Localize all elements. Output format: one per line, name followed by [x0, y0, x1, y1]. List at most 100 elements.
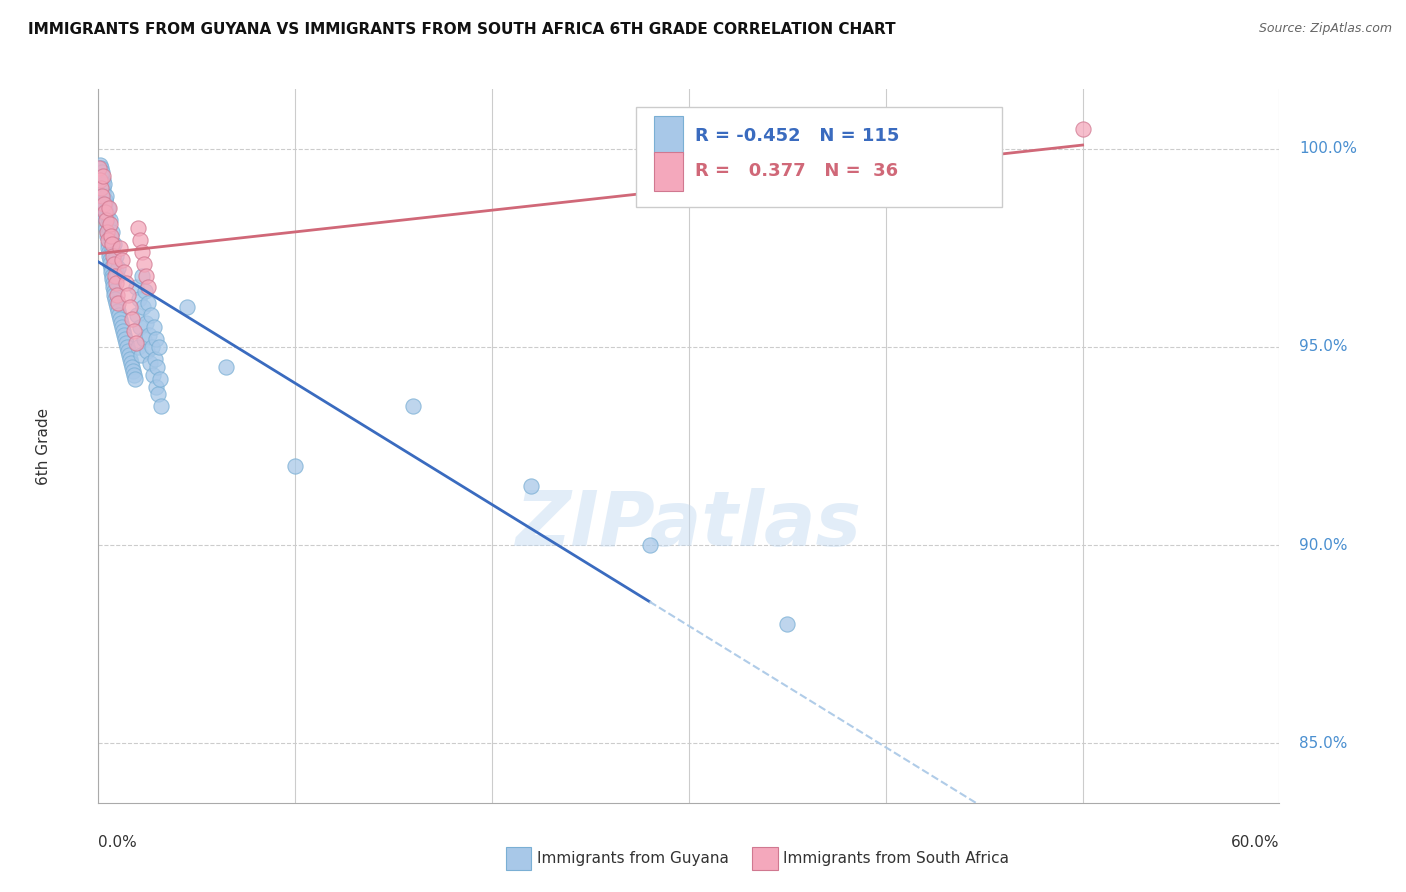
Text: 6th Grade: 6th Grade: [35, 408, 51, 484]
Point: [117, 288, 139, 302]
Point: [101, 244, 124, 259]
Point: [129, 348, 152, 362]
Point: [96, 225, 118, 239]
Point: [94, 205, 117, 219]
Point: [93, 201, 115, 215]
Point: [105, 268, 128, 283]
FancyBboxPatch shape: [636, 107, 1002, 207]
Point: [97, 241, 120, 255]
Point: [141, 368, 163, 382]
Point: [115, 340, 138, 354]
Point: [176, 300, 198, 314]
Point: [127, 221, 149, 235]
Point: [98, 252, 121, 267]
Point: [135, 343, 157, 358]
Point: [139, 308, 162, 322]
Point: [124, 371, 146, 385]
Point: [105, 264, 128, 278]
Text: ZIPatlas: ZIPatlas: [516, 488, 862, 562]
Point: [100, 264, 122, 278]
Point: [105, 277, 128, 291]
Point: [131, 244, 153, 259]
Point: [98, 201, 121, 215]
Point: [107, 304, 129, 318]
Point: [90, 165, 112, 179]
Point: [132, 300, 155, 314]
Point: [149, 371, 172, 385]
Point: [89, 173, 111, 187]
Point: [143, 351, 166, 366]
Point: [115, 277, 138, 291]
Point: [120, 356, 142, 370]
Point: [111, 252, 134, 267]
Point: [98, 249, 121, 263]
Point: [100, 260, 122, 275]
Point: [110, 316, 132, 330]
Point: [108, 241, 131, 255]
Point: [93, 197, 115, 211]
Point: [131, 268, 153, 283]
Point: [96, 213, 118, 227]
Point: [104, 257, 127, 271]
Point: [105, 288, 128, 302]
Point: [128, 293, 150, 307]
Point: [103, 252, 125, 267]
Point: [135, 268, 157, 283]
Point: [145, 332, 167, 346]
Point: [91, 189, 114, 203]
Text: R =   0.377   N =  36: R = 0.377 N = 36: [695, 162, 898, 180]
Point: [108, 312, 131, 326]
Point: [103, 236, 125, 251]
Point: [284, 458, 307, 473]
Point: [112, 328, 135, 343]
Point: [118, 351, 141, 366]
Point: [138, 356, 160, 370]
Text: 85.0%: 85.0%: [1299, 736, 1347, 751]
Point: [96, 225, 118, 239]
Point: [89, 161, 111, 176]
Point: [97, 201, 120, 215]
Point: [141, 340, 163, 354]
Point: [94, 197, 117, 211]
Point: [93, 169, 115, 184]
Point: [89, 173, 111, 187]
Point: [89, 157, 111, 171]
Point: [89, 161, 111, 176]
Point: [105, 296, 128, 310]
Text: 60.0%: 60.0%: [1232, 835, 1279, 849]
Point: [117, 343, 139, 358]
Point: [135, 316, 157, 330]
Point: [98, 217, 121, 231]
Point: [93, 193, 115, 207]
Point: [104, 249, 127, 263]
Point: [103, 249, 124, 263]
Text: R = -0.452   N = 115: R = -0.452 N = 115: [695, 127, 900, 145]
Text: Source: ZipAtlas.com: Source: ZipAtlas.com: [1258, 22, 1392, 36]
Point: [107, 296, 129, 310]
Point: [118, 300, 141, 314]
Point: [638, 538, 661, 552]
Point: [127, 340, 149, 354]
Point: [101, 236, 124, 251]
Point: [90, 165, 112, 179]
Point: [93, 193, 115, 207]
Point: [136, 280, 159, 294]
Point: [94, 205, 117, 219]
Text: Immigrants from Guyana: Immigrants from Guyana: [537, 851, 728, 865]
Text: 95.0%: 95.0%: [1299, 339, 1347, 354]
Point: [121, 312, 143, 326]
Point: [105, 300, 128, 314]
Point: [112, 324, 135, 338]
Point: [97, 236, 120, 251]
Point: [125, 308, 148, 322]
Point: [98, 213, 121, 227]
Point: [122, 368, 145, 382]
Point: [91, 189, 114, 203]
Point: [122, 364, 145, 378]
Point: [90, 169, 112, 184]
Point: [118, 348, 141, 362]
Point: [91, 186, 114, 200]
Point: [1071, 121, 1094, 136]
Point: [93, 178, 115, 192]
Point: [132, 332, 155, 346]
